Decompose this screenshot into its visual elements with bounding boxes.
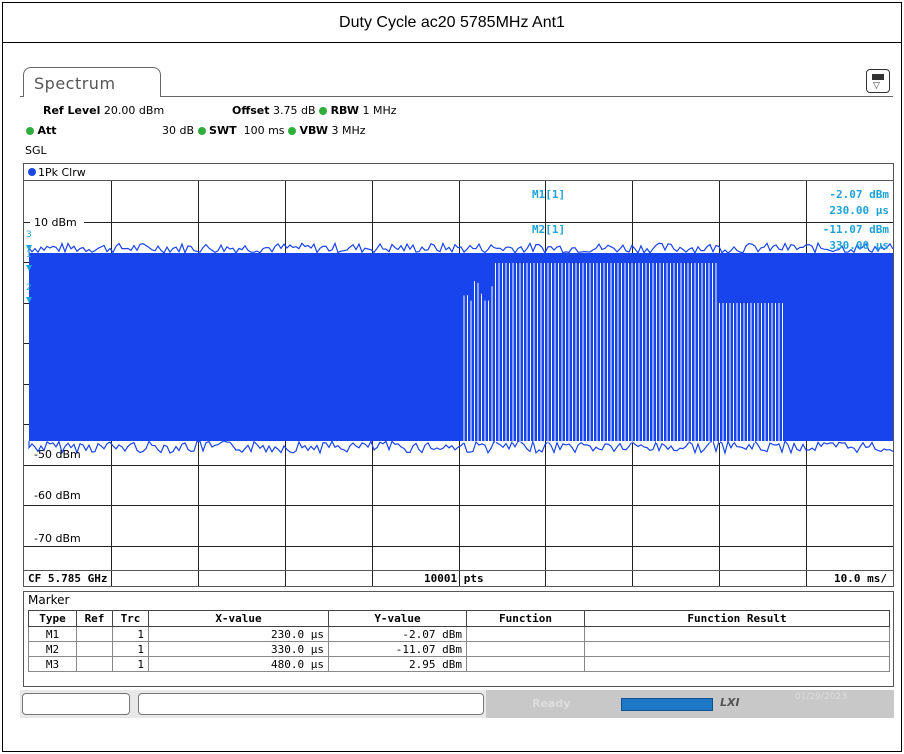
cell-type: M2	[28, 641, 77, 657]
cell-x-value: 330.0 µs	[148, 641, 329, 657]
m1-readout-name: M1[1]	[532, 188, 565, 201]
level-label-minus70: -70 dBm	[34, 532, 81, 545]
table-row[interactable]: M1 1 230.0 µs -2.07 dBm	[28, 626, 890, 642]
marker-1-tag: 1	[26, 250, 32, 260]
trace-label: 1Pk Clrw	[38, 165, 86, 179]
rbw-label: RBW	[330, 104, 359, 117]
m1-readout-level: -2.07 dBm	[829, 188, 889, 201]
tab-divider	[161, 96, 893, 97]
cell-function	[466, 656, 585, 672]
plot-overlay: 10 dBm -50 dBm -60 dBm -70 dBm 3 1 2 M1[…	[26, 188, 889, 545]
offset-label: Offset	[232, 104, 270, 117]
trace-top-edge	[28, 241, 893, 255]
swt-value: 100 ms	[243, 124, 285, 137]
cell-function-result	[584, 626, 890, 642]
att-indicator-icon	[26, 127, 34, 135]
att-value: 30 dB	[162, 124, 195, 137]
status-date: 01/29/2023	[795, 692, 847, 702]
offset-value: 3.75 dB	[273, 104, 316, 117]
time-per-division: 10.0 ms/	[834, 572, 887, 585]
sweep-mode: SGL	[25, 144, 47, 157]
plot-footer: CF 5.785 GHz 10001 pts 10.0 ms/	[24, 570, 893, 586]
cell-ref	[76, 626, 113, 642]
center-frequency: CF 5.785 GHz	[28, 572, 108, 585]
trace-bar: 1Pk Clrw	[24, 164, 893, 181]
m2-readout-level: -11.07 dBm	[823, 223, 890, 236]
marker-1-triangle-icon	[26, 265, 32, 271]
swt-setting: 30 dB SWT 100 ms VBW 3 MHz	[162, 124, 366, 137]
cell-ref	[76, 641, 113, 657]
cell-y-value: 2.95 dBm	[328, 656, 467, 672]
vbw-label: VBW	[299, 124, 328, 137]
table-row[interactable]: M2 1 330.0 µs -11.07 dBm	[28, 641, 890, 657]
cell-trc: 1	[112, 656, 149, 672]
spectrum-plot[interactable]: 1Pk Clrw 10 dBm -50 dBm -60 dBm -70 dBm …	[23, 163, 894, 587]
cell-function-result	[584, 641, 890, 657]
marker-panel: Marker Type Ref Trc X-value Y-value Func…	[23, 591, 894, 687]
trace-1	[28, 241, 893, 456]
att-setting: Att	[26, 124, 57, 137]
cell-x-value: 230.0 µs	[148, 626, 329, 642]
marker-2-tag: 2	[26, 283, 32, 293]
col-type: Type	[28, 610, 77, 627]
ready-status: Ready	[532, 697, 571, 710]
trace-bottom-edge	[28, 438, 893, 456]
rbw-indicator-icon	[319, 107, 328, 115]
lxi-logo: LXI	[720, 696, 740, 709]
page-title: Duty Cycle ac20 5785MHz Ant1	[3, 3, 901, 43]
sweep-points: 10001 pts	[424, 572, 484, 585]
att-label: Att	[37, 124, 57, 137]
vbw-indicator-icon	[288, 127, 297, 135]
cell-y-value: -2.07 dBm	[328, 626, 467, 642]
col-ref: Ref	[76, 610, 113, 627]
m2-readout-time: 330.00 µs	[829, 239, 889, 252]
tab-spectrum[interactable]: Spectrum	[23, 67, 161, 97]
status-bar: Ready LXI 01/29/2023	[20, 690, 894, 718]
level-label-10: 10 dBm	[34, 216, 77, 229]
screen-menu-icon[interactable]: ▽	[866, 69, 890, 93]
cell-function	[466, 641, 585, 657]
table-row[interactable]: M3 1 480.0 µs 2.95 dBm	[28, 656, 890, 672]
level-label-minus60: -60 dBm	[34, 489, 81, 502]
swt-indicator-icon	[197, 127, 206, 135]
status-field-message[interactable]	[138, 693, 484, 715]
cell-type: M1	[28, 626, 77, 642]
sweep-progress-bar	[621, 698, 713, 711]
col-trc: Trc	[112, 610, 149, 627]
ref-level-value: 20.00 dBm	[103, 104, 165, 117]
cell-y-value: -11.07 dBm	[328, 641, 467, 657]
cell-type: M3	[28, 656, 77, 672]
cell-function	[466, 626, 585, 642]
trace-indicator-icon	[28, 168, 36, 176]
ref-level-setting: Ref Level 20.00 dBm	[43, 104, 164, 117]
col-function-result: Function Result	[584, 610, 890, 627]
marker-2-triangle-icon	[26, 297, 32, 303]
m1-readout-time: 230.00 µs	[829, 204, 889, 217]
marker-3-triangle-icon	[26, 245, 32, 251]
rbw-value: 1 MHz	[362, 104, 397, 117]
cell-trc: 1	[112, 626, 149, 642]
cell-x-value: 480.0 µs	[148, 656, 329, 672]
col-function: Function	[466, 610, 585, 627]
ref-level-label: Ref Level	[43, 104, 101, 117]
cell-ref	[76, 656, 113, 672]
m2-readout-name: M2[1]	[532, 223, 565, 236]
swt-label: SWT	[209, 124, 237, 137]
cell-function-result	[584, 656, 890, 672]
offset-setting: Offset 3.75 dB RBW 1 MHz	[232, 104, 396, 117]
status-field-left[interactable]	[22, 693, 130, 715]
marker-panel-title: Marker	[28, 593, 70, 607]
trace-display: 10 dBm -50 dBm -60 dBm -70 dBm 3 1 2 M1[…	[24, 181, 893, 586]
marker-table: Type Ref Trc X-value Y-value Function Fu…	[28, 610, 890, 672]
marker-3-tag: 3	[26, 230, 32, 240]
tab-divider-left	[20, 96, 24, 97]
trace-noise-band	[29, 253, 893, 441]
cell-trc: 1	[112, 641, 149, 657]
col-y-value: Y-value	[328, 610, 467, 627]
col-x-value: X-value	[148, 610, 329, 627]
level-label-minus50: -50 dBm	[34, 448, 81, 461]
vbw-value: 3 MHz	[331, 124, 366, 137]
